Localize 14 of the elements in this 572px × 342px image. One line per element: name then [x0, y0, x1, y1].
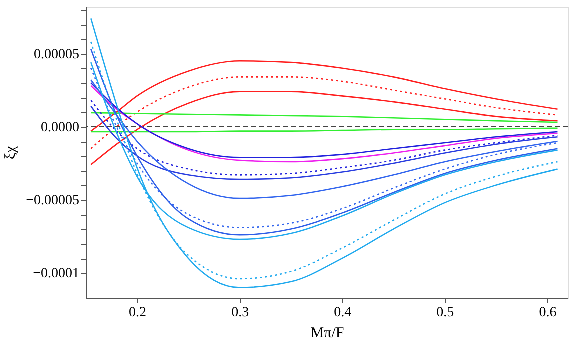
line-series	[90, 60, 558, 132]
x-axis-title: Mπ/F	[310, 326, 344, 342]
x-tick-label: 0.2	[129, 306, 147, 320]
x-tick-label: 0.5	[436, 306, 454, 320]
y-tick-label: 0.00005	[34, 47, 80, 62]
x-tick-label: 0.3	[232, 306, 250, 320]
line-series	[90, 112, 558, 124]
y-tick-label: 0.0000	[41, 120, 80, 136]
y-tick-label: −0.00005	[26, 194, 80, 209]
x-tick-label: 0.6	[539, 306, 557, 320]
x-tick-label: 0.4	[334, 306, 352, 320]
y-tick-label: −0.0001	[33, 266, 80, 282]
line-series	[90, 76, 558, 150]
y-axis-title: ξχ	[3, 146, 20, 160]
